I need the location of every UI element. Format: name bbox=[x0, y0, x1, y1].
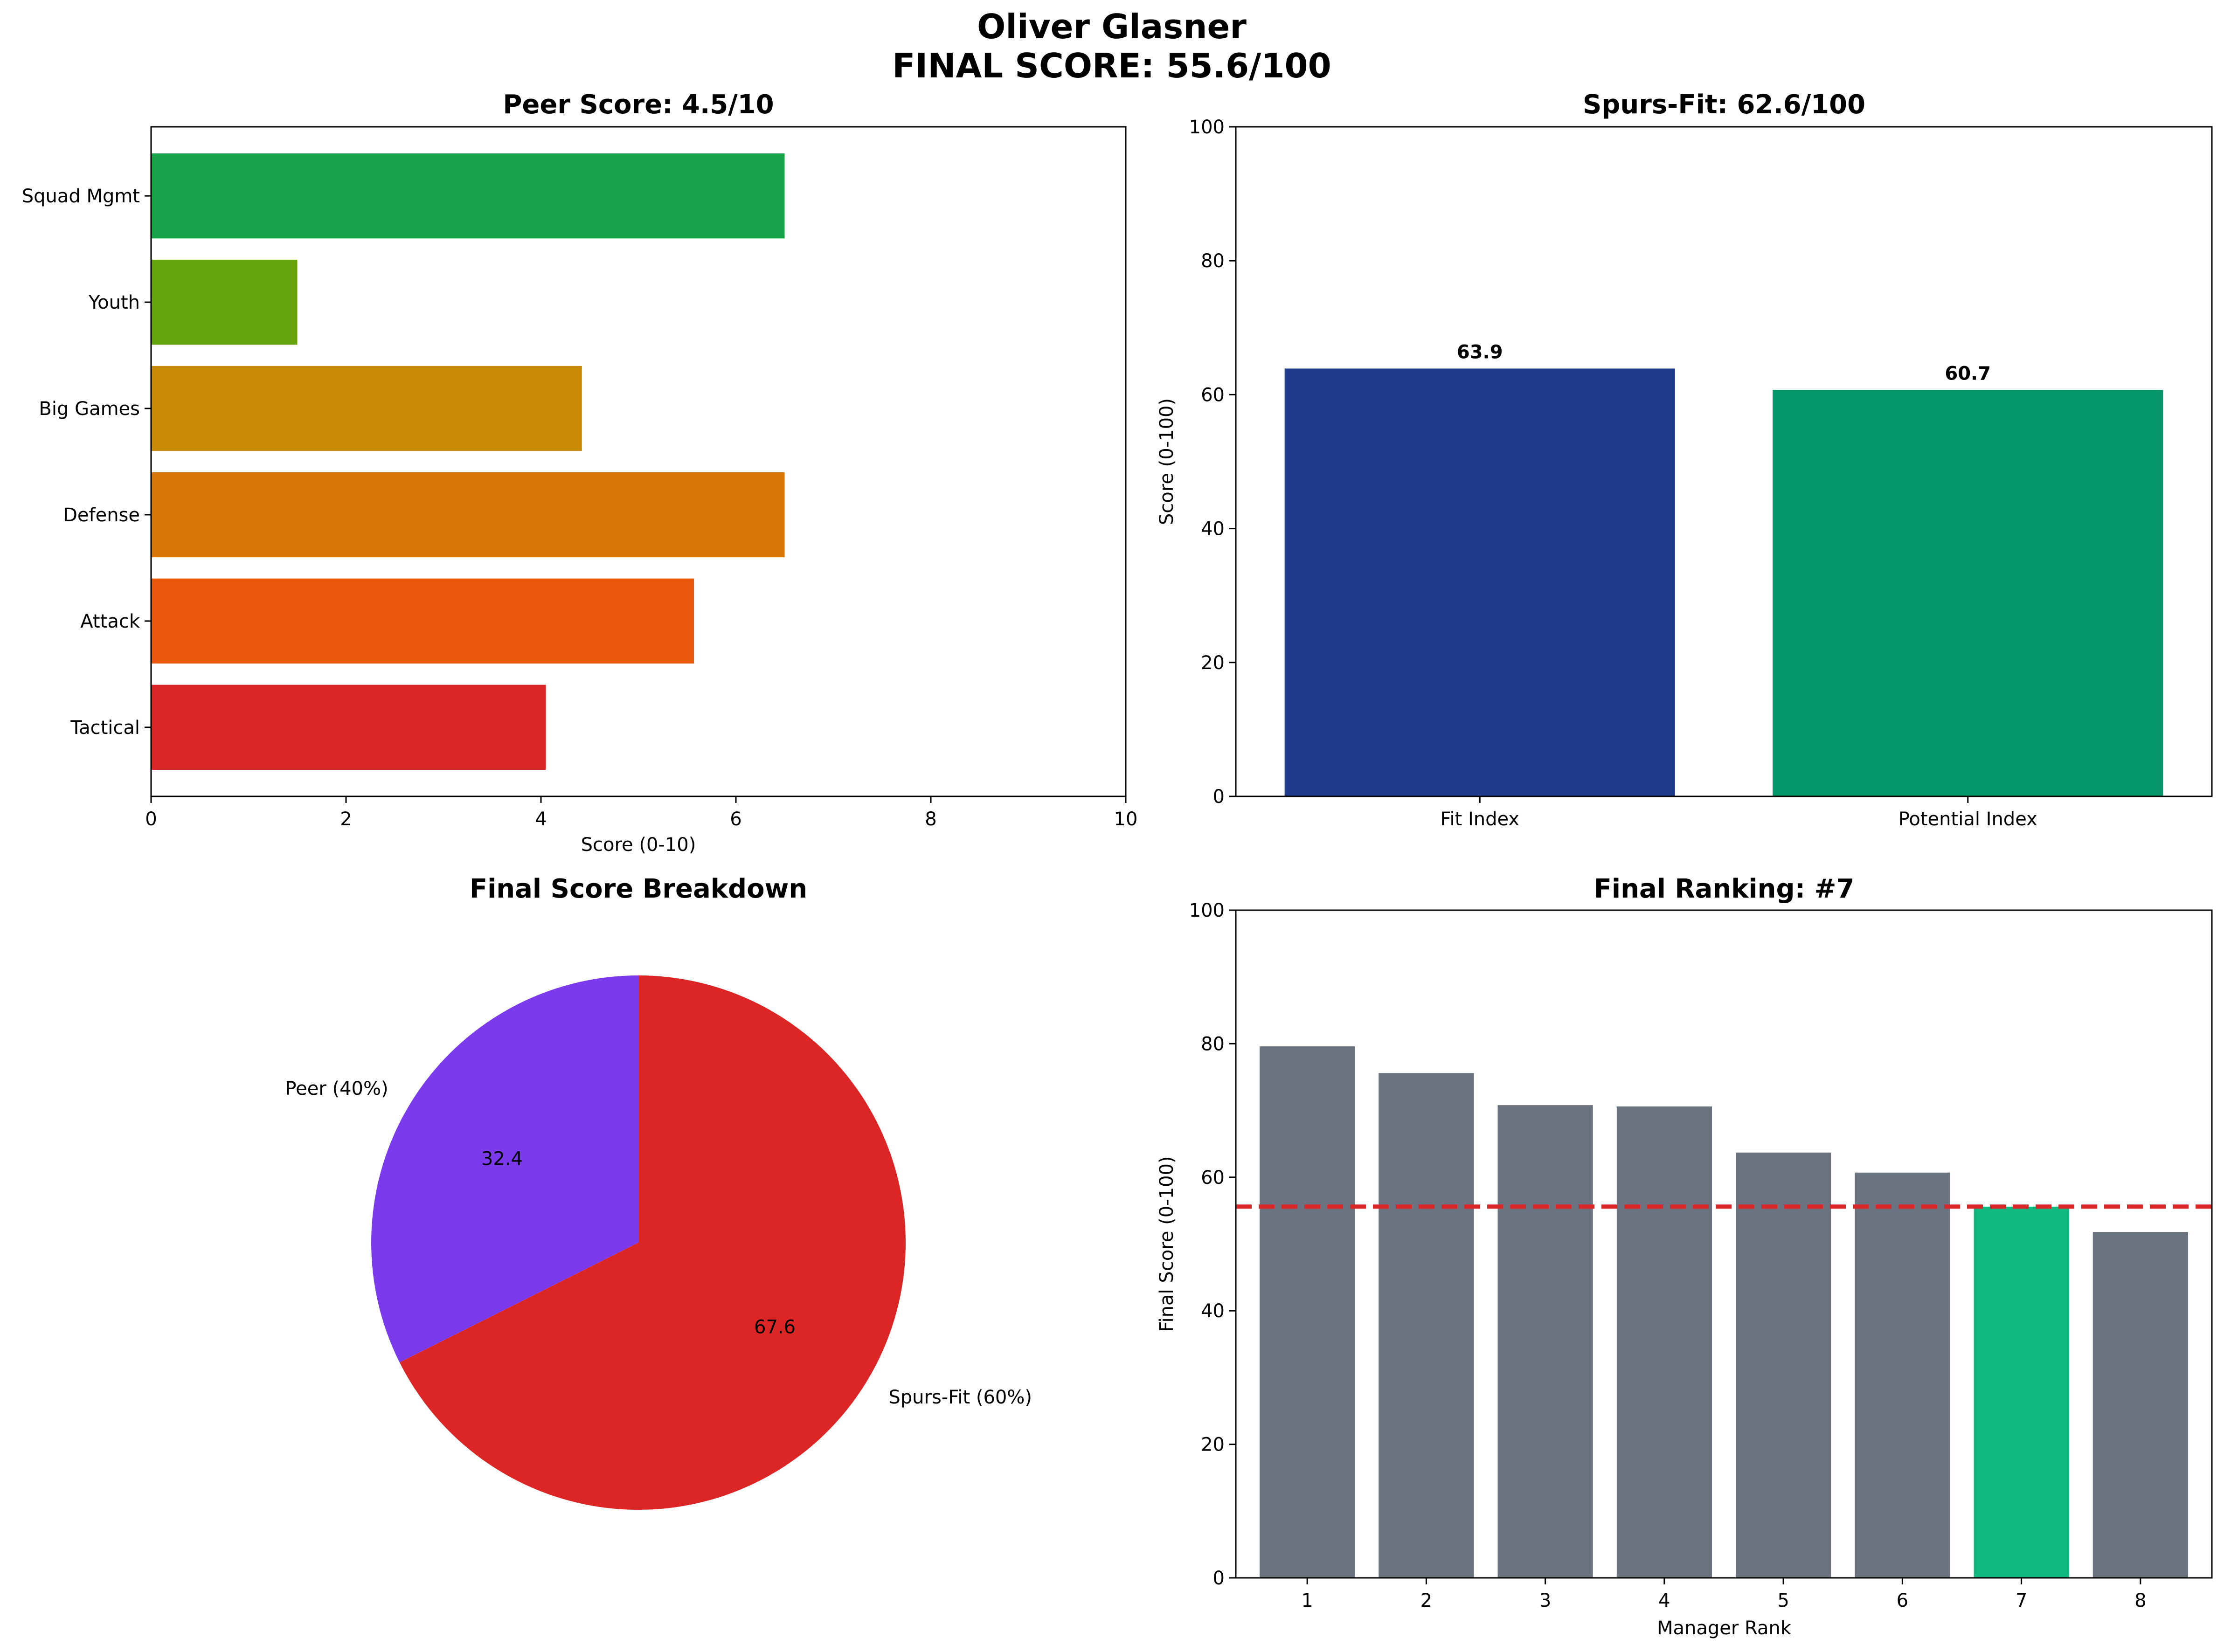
pie-label-peer-40: Peer (40%) bbox=[285, 1078, 388, 1099]
peer-score-xlabel: Score (0-10) bbox=[581, 834, 696, 856]
peer-bar-youth bbox=[151, 259, 298, 345]
pie-value-label: 32.4 bbox=[481, 1148, 523, 1169]
spurs-fit-bars: 63.9 60.7 bbox=[1284, 341, 2163, 796]
peer-ytick-label: Defense bbox=[63, 505, 140, 526]
spurs-fit-bar-potential-index bbox=[1773, 390, 2163, 796]
spurs-fit-title: Spurs-Fit: 62.6/100 bbox=[1583, 90, 1865, 120]
peer-ytick-label: Attack bbox=[80, 611, 140, 632]
final-ranking-category-axis: 1 2 3 4 5 6 7 8 bbox=[1301, 1578, 2147, 1611]
spurs-fit-plot-frame bbox=[1235, 126, 2213, 797]
ranking-bar-6 bbox=[1855, 1172, 1950, 1578]
pie-label-spurs-fit-60: Spurs-Fit (60%) bbox=[888, 1387, 1032, 1408]
peer-bar-squad-mgmt bbox=[151, 153, 785, 239]
ranking-xtick-label: 3 bbox=[1539, 1590, 1551, 1611]
pie-slice-spurs-fit-60 bbox=[399, 975, 906, 1510]
spurs-fit-xtick-label: Fit Index bbox=[1440, 809, 1519, 830]
spurs-fit-data-label: 63.9 bbox=[1457, 341, 1503, 363]
final-ranking-value-axis: 0 20 40 60 80 100 bbox=[1189, 900, 1236, 1589]
figure-title-score: FINAL SCORE: 55.6/100 bbox=[892, 46, 1331, 85]
peer-score-plot-frame bbox=[150, 126, 1127, 797]
spurs-fit-ylabel: Score (0-100) bbox=[1156, 398, 1178, 525]
final-ranking-title: Final Ranking: #7 bbox=[1594, 874, 1855, 904]
spurs-fit-chart: Spurs-Fit: 62.6/100 63.9 60.7 0 20 40 60 80 10… bbox=[1156, 90, 2213, 830]
spurs-fit-xtick-label: Potential Index bbox=[1898, 809, 2037, 830]
spurs-fit-ytick-label: 100 bbox=[1189, 117, 1225, 138]
spurs-fit-ytick-label: 40 bbox=[1201, 518, 1225, 540]
peer-xtick-label: 4 bbox=[535, 809, 547, 830]
ranking-xtick-label: 2 bbox=[1420, 1590, 1432, 1611]
ranking-ytick-label: 100 bbox=[1189, 900, 1225, 921]
peer-score-chart: Peer Score: 4.5/10 Tactical Attack Defense… bbox=[22, 90, 1138, 856]
ranking-bar-3 bbox=[1497, 1105, 1593, 1578]
score-breakdown-pie: Peer (40%) 32.4 Spurs-Fit (60%) 67.6 bbox=[285, 975, 1032, 1510]
ranking-ytick-label: 80 bbox=[1201, 1033, 1225, 1055]
peer-bar-attack bbox=[151, 578, 694, 664]
pie-slice-peer-40 bbox=[371, 975, 638, 1362]
peer-ytick-label: Youth bbox=[88, 292, 140, 313]
score-breakdown-title: Final Score Breakdown bbox=[470, 874, 807, 904]
figure-title-name: Oliver Glasner bbox=[977, 7, 1247, 46]
peer-score-value-axis: 0 2 4 6 8 10 bbox=[145, 796, 1137, 830]
peer-ytick-label: Big Games bbox=[39, 398, 140, 420]
ranking-bar-5 bbox=[1736, 1152, 1831, 1578]
peer-xtick-label: 6 bbox=[730, 809, 741, 830]
peer-xtick-label: 10 bbox=[1114, 809, 1138, 830]
ranking-ytick-label: 0 bbox=[1213, 1568, 1225, 1589]
spurs-fit-data-label: 60.7 bbox=[1945, 363, 1991, 384]
peer-score-category-axis: Tactical Attack Defense Big Games Youth Squad… bbox=[22, 186, 151, 739]
ranking-bar-4 bbox=[1616, 1106, 1712, 1578]
peer-ytick-label: Tactical bbox=[70, 717, 140, 739]
ranking-xtick-label: 7 bbox=[2016, 1590, 2027, 1611]
peer-ytick-label: Squad Mgmt bbox=[22, 186, 140, 207]
ranking-xtick-label: 4 bbox=[1658, 1590, 1670, 1611]
spurs-fit-bar-fit-index bbox=[1284, 368, 1675, 796]
ranking-ytick-label: 20 bbox=[1201, 1434, 1225, 1456]
spurs-fit-ytick-label: 0 bbox=[1213, 786, 1225, 808]
ranking-xtick-label: 8 bbox=[2134, 1590, 2146, 1611]
peer-score-title: Peer Score: 4.5/10 bbox=[503, 90, 774, 120]
ranking-bar-7 bbox=[1974, 1206, 2069, 1578]
ranking-bar-2 bbox=[1379, 1073, 1474, 1578]
final-ranking-bars bbox=[1260, 1046, 2188, 1578]
peer-xtick-label: 2 bbox=[340, 809, 352, 830]
final-ranking-xlabel: Manager Rank bbox=[1657, 1617, 1792, 1639]
final-ranking-plot-frame bbox=[1235, 909, 2213, 1579]
spurs-fit-ytick-label: 80 bbox=[1201, 250, 1225, 272]
peer-bar-tactical bbox=[151, 684, 546, 770]
ranking-bar-1 bbox=[1260, 1046, 1355, 1578]
spurs-fit-value-axis: 0 20 40 60 80 100 bbox=[1189, 117, 1236, 808]
peer-bar-defense bbox=[151, 472, 785, 558]
peer-xtick-label: 8 bbox=[925, 809, 936, 830]
spurs-fit-category-axis: Fit Index Potential Index bbox=[1440, 796, 2037, 830]
ranking-xtick-label: 1 bbox=[1301, 1590, 1313, 1611]
ranking-xtick-label: 6 bbox=[1897, 1590, 1908, 1611]
ranking-ytick-label: 40 bbox=[1201, 1300, 1225, 1322]
peer-bar-big-games bbox=[151, 366, 582, 451]
peer-score-bars bbox=[151, 153, 785, 770]
spurs-fit-ytick-label: 60 bbox=[1201, 384, 1225, 406]
ranking-xtick-label: 5 bbox=[1777, 1590, 1789, 1611]
score-breakdown-chart: Final Score Breakdown Peer (40%) 32.4 Spur… bbox=[285, 874, 1032, 1510]
final-ranking-ylabel: Final Score (0-100) bbox=[1156, 1156, 1178, 1332]
spurs-fit-ytick-label: 20 bbox=[1201, 652, 1225, 674]
ranking-bar-8 bbox=[2092, 1232, 2188, 1578]
peer-xtick-label: 0 bbox=[145, 809, 157, 830]
pie-value-label: 67.6 bbox=[754, 1317, 796, 1338]
ranking-ytick-label: 60 bbox=[1201, 1167, 1225, 1189]
